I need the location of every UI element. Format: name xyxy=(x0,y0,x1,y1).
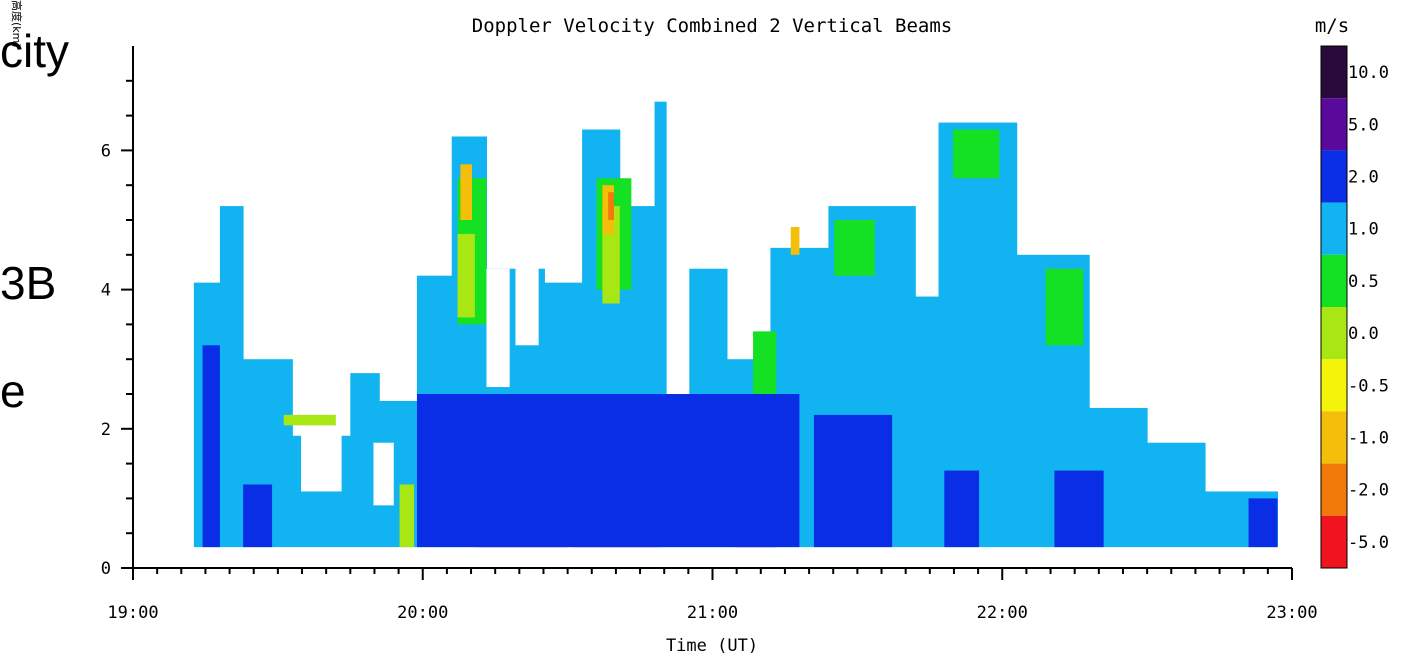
slide-fragment-3: e xyxy=(0,365,26,417)
y-ticks: 0 2 4 6 xyxy=(101,79,133,579)
slide-fragment-2: 3B xyxy=(0,257,57,309)
velocity-patch xyxy=(460,164,473,220)
velocity-patch xyxy=(416,394,800,548)
velocity-patch xyxy=(399,484,415,548)
colorbar-swatch xyxy=(1321,202,1347,255)
echo-column xyxy=(219,206,244,548)
colorbar-label: 2.0 xyxy=(1348,168,1379,188)
colorbar-swatch xyxy=(1321,307,1347,360)
data-gap xyxy=(515,220,539,346)
x-tick-label: 19:00 xyxy=(107,603,158,623)
colorbar-label: -0.5 xyxy=(1348,376,1389,396)
colorbar-frame xyxy=(1320,45,1348,569)
colorbar-swatch xyxy=(1321,463,1347,516)
data-gap xyxy=(486,268,510,388)
colorbar-label: 1.0 xyxy=(1348,220,1379,240)
colorbar-label: -1.0 xyxy=(1348,429,1389,449)
velocity-patch xyxy=(753,331,777,394)
colorbar-swatch xyxy=(1321,254,1347,307)
colorbar-label: -5.0 xyxy=(1348,533,1389,553)
colorbar-swatch xyxy=(1321,515,1347,568)
velocity-patch xyxy=(834,220,875,276)
chart-title: Doppler Velocity Combined 2 Vertical Bea… xyxy=(472,15,952,37)
colorbar-swatch xyxy=(1321,411,1347,464)
colorbar-swatch xyxy=(1321,150,1347,203)
colorbar-label: 0.5 xyxy=(1348,272,1379,292)
velocity-patch xyxy=(457,233,475,318)
colorbar-swatch xyxy=(1321,46,1347,99)
colorbar: 10.0 5.0 2.0 1.0 0.5 0.0 -0.5 -1.0 -2.0 -5.0 xyxy=(1320,45,1389,569)
colorbar-swatch xyxy=(1321,98,1347,151)
velocity-patch xyxy=(944,470,980,548)
velocity-patch xyxy=(790,226,800,255)
echo-column xyxy=(1147,442,1206,548)
colorbar-label: 5.0 xyxy=(1348,115,1379,135)
x-axis-label: Time (UT) xyxy=(666,636,758,656)
x-tick-label: 20:00 xyxy=(397,603,448,623)
colorbar-label: -2.0 xyxy=(1348,481,1389,501)
velocity-patch xyxy=(813,414,893,548)
x-tick-label: 21:00 xyxy=(687,603,738,623)
rotated-axis-label: 高度(km) xyxy=(10,0,24,48)
velocity-patch xyxy=(952,129,1000,179)
chart-axes: 0 2 4 6 19:00 20:00 21:00 22:00 23:00 xyxy=(101,46,1318,623)
velocity-patch xyxy=(1054,470,1104,548)
velocity-patch xyxy=(243,484,273,548)
velocity-patch xyxy=(1045,268,1084,346)
echo-column xyxy=(915,296,940,548)
colorbar-swatch xyxy=(1321,359,1347,412)
x-tick-label: 23:00 xyxy=(1266,603,1317,623)
slide-fragment-1: city xyxy=(0,25,69,77)
colorbar-label: 10.0 xyxy=(1348,63,1389,83)
y-tick-label: 0 xyxy=(101,559,111,579)
x-tick-label: 22:00 xyxy=(977,603,1028,623)
x-ticks: 19:00 20:00 21:00 22:00 23:00 xyxy=(107,568,1318,623)
colorbar-unit: m/s xyxy=(1315,15,1349,37)
data-gap xyxy=(301,428,342,492)
plot-area xyxy=(193,101,1279,548)
y-tick-label: 4 xyxy=(101,281,111,301)
y-tick-label: 6 xyxy=(101,141,111,161)
data-gap xyxy=(373,442,394,506)
y-tick-label: 2 xyxy=(101,420,111,440)
velocity-patch xyxy=(283,414,336,426)
velocity-patch xyxy=(1248,498,1278,548)
velocity-patch xyxy=(202,345,220,548)
colorbar-label: 0.0 xyxy=(1348,324,1379,344)
velocity-patch xyxy=(608,192,614,220)
